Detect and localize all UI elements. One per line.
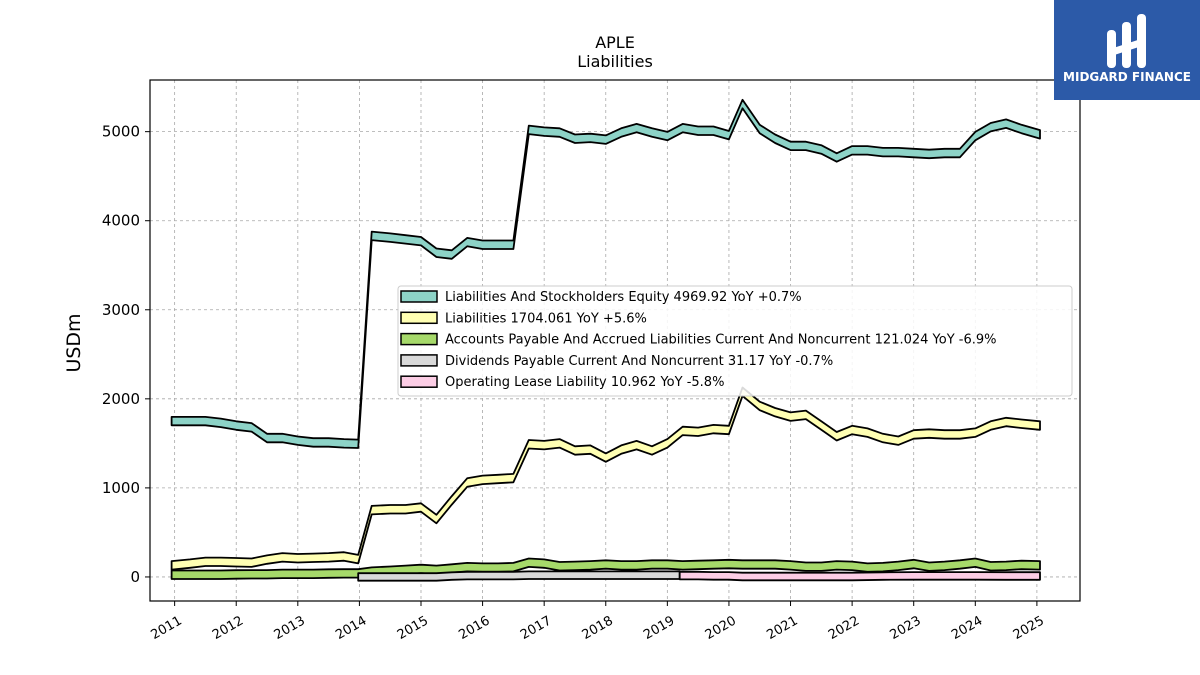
y-tick-label: 0 xyxy=(130,568,140,586)
series-layer xyxy=(170,98,1041,582)
x-axis: 2011 2012 2013 2014 2015 2016 2017 2018 2019 2020… xyxy=(148,601,1047,643)
legend-label-3: Dividends Payable Current And Noncurrent… xyxy=(445,354,833,369)
series-band-1 xyxy=(170,386,1041,571)
legend-label-0: Liabilities And Stockholders Equity 4969… xyxy=(445,290,802,305)
x-tick-label: 2011 xyxy=(148,613,184,643)
x-tick-label: 2019 xyxy=(641,613,677,643)
x-tick-label: 2012 xyxy=(210,613,246,643)
y-tick-label: 3000 xyxy=(102,301,140,319)
series-band-4 xyxy=(678,570,1041,582)
legend-swatch-4 xyxy=(400,375,438,388)
y-tick-label: 1000 xyxy=(102,479,140,497)
x-tick-label: 2021 xyxy=(764,613,800,643)
x-tick-label: 2013 xyxy=(272,613,308,643)
x-tick-label: 2014 xyxy=(333,613,369,643)
legend: Liabilities And Stockholders Equity 4969… xyxy=(397,285,1073,397)
x-tick-label: 2016 xyxy=(456,613,492,643)
midgard-finance-logo: MIDGARD FINANCE xyxy=(1054,0,1200,100)
x-tick-label: 2015 xyxy=(395,613,431,643)
x-tick-label: 2025 xyxy=(1011,613,1047,643)
logo-text: MIDGARD FINANCE xyxy=(1063,70,1191,84)
legend-swatch-1 xyxy=(400,311,438,325)
y-axis: 0 1000 2000 3000 4000 5000 xyxy=(102,123,150,586)
legend-swatch-3 xyxy=(400,354,438,367)
x-tick-label: 2023 xyxy=(888,613,924,643)
x-tick-label: 2018 xyxy=(580,613,616,643)
legend-swatch-2 xyxy=(400,332,438,346)
chart-title: APLE xyxy=(595,33,635,52)
x-tick-label: 2020 xyxy=(703,613,739,643)
legend-label-2: Accounts Payable And Accrued Liabilities… xyxy=(445,333,997,348)
y-axis-label: USDm xyxy=(63,313,85,372)
y-tick-label: 4000 xyxy=(102,212,140,230)
y-tick-label: 2000 xyxy=(102,390,140,408)
series-band-3 xyxy=(357,570,681,582)
legend-swatch-0 xyxy=(400,290,438,303)
legend-frame xyxy=(397,285,1073,397)
series-band-0 xyxy=(170,98,1041,449)
x-tick-label: 2022 xyxy=(826,613,862,643)
legend-label-1: Liabilities 1704.061 YoY +5.6% xyxy=(445,311,647,326)
legend-label-4: Operating Lease Liability 10.962 YoY -5.… xyxy=(445,375,724,390)
x-tick-label: 2024 xyxy=(949,613,985,643)
x-tick-label: 2017 xyxy=(518,613,554,643)
plot-frame xyxy=(149,79,1081,602)
logo-mark-icon xyxy=(1107,14,1146,68)
y-tick-label: 5000 xyxy=(102,123,140,141)
chart-subtitle: Liabilities xyxy=(577,52,653,71)
